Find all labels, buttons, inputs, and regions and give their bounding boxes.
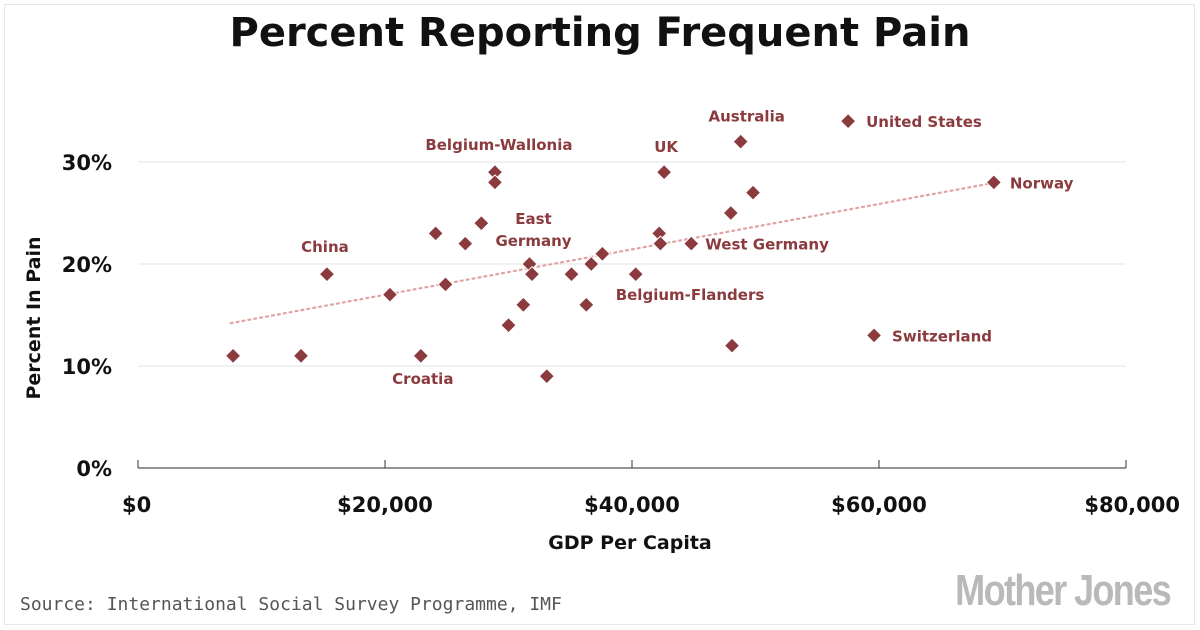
data-point-15 [538,367,555,385]
x-tick-label: $40,000 [584,493,680,517]
data-point-12 [515,296,532,314]
point-label: Norway [1010,174,1074,192]
point-label: East [515,210,551,228]
point-label: Germany [495,232,571,250]
point-label: United States [866,113,982,131]
data-points [224,112,1003,385]
data-point-2 [318,265,336,283]
data-point-25 [722,204,740,222]
data-point-18 [583,255,600,273]
point-label: Australia [709,108,785,126]
y-tick-label: 10% [62,355,112,379]
point-label: West Germany [705,236,829,254]
source-note: Source: International Social Survey Prog… [20,594,562,615]
y-tick-label: 0% [76,457,112,481]
data-point-8 [473,214,490,232]
data-point-29 [839,112,857,130]
point-labels: China Croatia Belgium-Wallonia East Germany B… [301,108,1073,388]
chart-title: Percent Reporting Frequent Pain [229,10,971,56]
point-label: Croatia [392,370,453,388]
data-point-17 [578,296,595,314]
y-tick-label: 30% [62,151,112,175]
data-point-4 [412,347,430,365]
x-tick-label: $0 [122,493,151,517]
data-point-1 [292,347,310,365]
point-label: China [301,238,349,256]
data-point-23 [655,163,673,181]
brand-logo: Mother Jones [955,566,1172,615]
data-point-28 [744,184,762,201]
trendline [229,181,998,325]
data-point-0 [224,347,242,365]
data-point-19 [594,245,611,263]
data-point-11 [500,316,517,334]
x-tick-label: $20,000 [337,493,433,517]
y-tick-label: 20% [62,253,112,277]
data-point-16 [563,265,580,283]
data-point-31 [985,174,1003,191]
data-point-22 [652,235,669,252]
data-point-3 [381,286,399,303]
data-point-30 [865,327,883,344]
data-point-7 [457,235,474,252]
point-label: UK [654,138,679,156]
data-point-24 [683,235,700,252]
data-point-14 [523,265,541,283]
chart-frame [4,4,1195,625]
point-label: Switzerland [892,327,992,345]
data-point-10 [486,174,504,191]
point-label: Belgium-Flanders [616,286,765,304]
x-tick-label: $80,000 [1084,493,1180,517]
data-point-20 [627,265,644,283]
data-point-26 [723,337,741,354]
y-axis-title: Percent In Pain [23,236,45,399]
x-axis-title: GDP Per Capita [548,532,712,554]
axes: 0% 10% 20% 30% $0 $20,000 $40,000 $60,000 $80,00… [62,151,1180,517]
gridlines [138,161,1126,367]
x-tick-label: $60,000 [831,493,927,517]
data-point-5 [427,225,444,242]
trendline-group [229,181,998,325]
data-point-6 [437,276,454,293]
data-point-27 [732,133,749,150]
point-label: Belgium-Wallonia [425,136,572,154]
